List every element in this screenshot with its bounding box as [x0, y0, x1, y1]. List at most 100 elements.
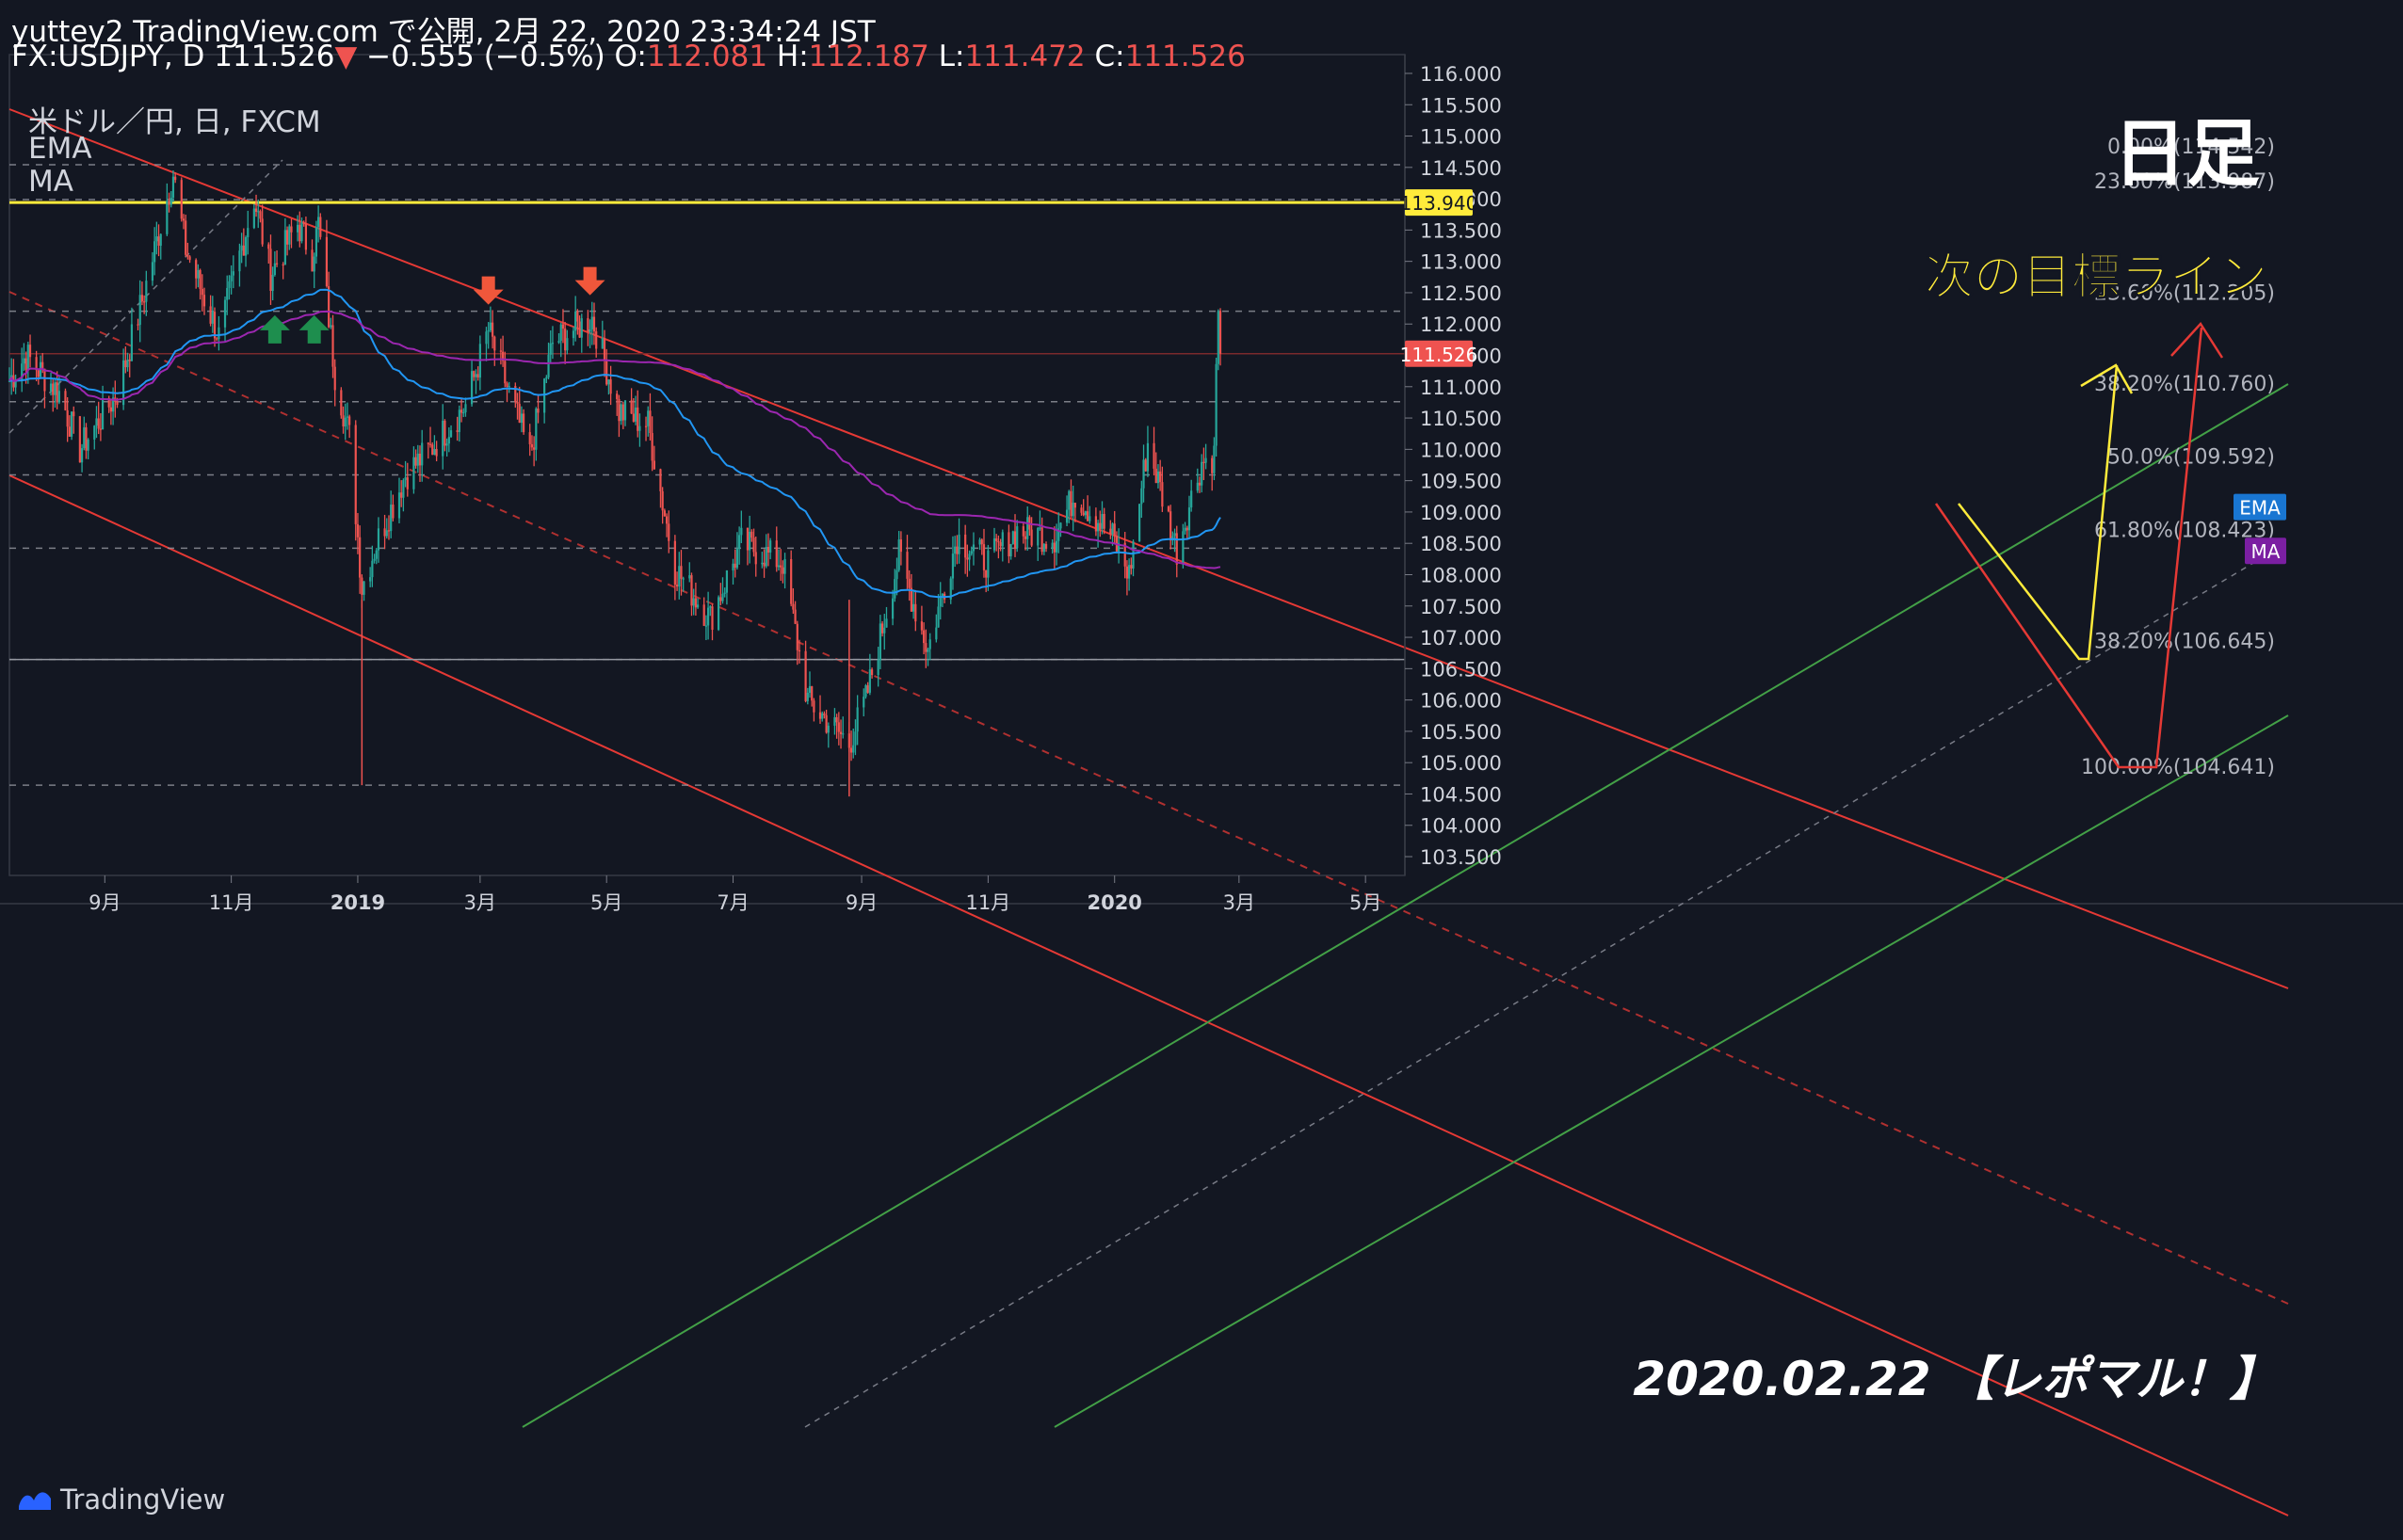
candle-body — [516, 401, 519, 404]
candle-body — [298, 224, 301, 242]
candle-body — [1173, 533, 1176, 537]
price-tick-label: 106.500 — [1420, 658, 1502, 681]
candle-body — [78, 416, 81, 463]
candle-body — [1125, 566, 1129, 579]
price-badge-last — [1405, 340, 1473, 367]
candle-body — [171, 176, 175, 199]
candle-body — [493, 336, 496, 351]
candle-body — [854, 731, 857, 746]
candle-body — [304, 223, 307, 250]
candle-body — [1169, 511, 1172, 541]
candle-body — [404, 477, 407, 481]
candle-body — [987, 550, 990, 578]
candle-body — [856, 707, 859, 732]
candle-body — [333, 366, 336, 391]
candle-body — [1123, 542, 1126, 567]
candle-body — [877, 660, 879, 676]
candle-body — [605, 361, 608, 385]
price-tick-label: 112.500 — [1420, 282, 1502, 305]
candle-body — [80, 448, 84, 463]
candle-body — [721, 593, 724, 602]
candle-body — [883, 627, 886, 634]
candle-body — [166, 201, 169, 234]
candle-body — [485, 331, 488, 345]
close-label: C: — [1094, 40, 1125, 73]
price-badge-label: 111.526 — [1400, 344, 1478, 366]
legend-ema[interactable]: EMA — [28, 132, 92, 166]
candle-body — [564, 329, 567, 351]
candle-body — [707, 607, 710, 626]
fib-level-label: 38.20%(106.645) — [2094, 631, 2275, 654]
candle-body — [130, 324, 134, 361]
candle-body — [1185, 527, 1188, 531]
candle-body — [41, 361, 44, 369]
fib-retracement: 0.00%(114.542) 23.60%(113.987) 23.60%(112.… — [9, 136, 2275, 786]
date-annotation: 2020.02.22 【レポマル！】 — [1633, 1352, 2277, 1406]
price-tick-label: 115.500 — [1420, 94, 1502, 117]
candle-body — [621, 404, 624, 421]
candle-body — [348, 416, 351, 425]
price-tick-label: 108.500 — [1420, 533, 1502, 555]
candle-body — [313, 256, 315, 272]
candle-body — [28, 345, 32, 358]
candle-body — [732, 563, 734, 570]
candle-body — [1101, 514, 1104, 529]
candle-body — [1198, 482, 1202, 486]
candle-body — [195, 260, 198, 279]
candle-body — [939, 596, 942, 607]
fib-level-label: 100.00%(104.641) — [2081, 756, 2275, 779]
candle-body — [369, 577, 372, 582]
candle-body — [464, 404, 467, 413]
candle-body — [964, 534, 967, 558]
legend-ma[interactable]: MA — [28, 165, 73, 199]
candle-body — [182, 218, 185, 221]
symbol-price: FX:USDJPY, D 111.526 — [11, 40, 335, 73]
candle-body — [1009, 543, 1012, 557]
candle-body — [649, 410, 652, 434]
legend-instrument[interactable]: 米ドル／円, 日, FXCM — [28, 105, 321, 139]
fib-level-label: 38.20%(110.760) — [2094, 373, 2275, 396]
candle-body — [992, 537, 996, 551]
candle-body — [559, 324, 562, 342]
candle-body — [116, 401, 119, 406]
candle-body — [782, 567, 784, 574]
candle-body — [1175, 533, 1178, 565]
candle-body — [678, 566, 681, 587]
candle-body — [811, 686, 814, 701]
price-tick-label: 113.000 — [1420, 251, 1502, 274]
candle-body — [226, 287, 229, 300]
green-channel-line — [1054, 714, 2289, 1428]
candle-body — [704, 625, 707, 627]
tradingview-logo[interactable]: TradingView — [17, 1484, 225, 1516]
candle-body — [331, 325, 334, 367]
candle-body — [980, 539, 983, 545]
candle-body — [535, 409, 538, 450]
candle-body — [572, 330, 575, 339]
low-label: L: — [938, 40, 965, 73]
candle-body — [1059, 522, 1062, 529]
header-publish-line: yuttey2 TradingView.com で公開, 2月 22, 2020… — [11, 15, 876, 49]
time-tick-label: 11月 — [209, 891, 254, 914]
candle-body — [433, 449, 436, 456]
candle-body — [725, 569, 729, 593]
candle-body — [371, 560, 374, 578]
candle-body — [1187, 507, 1191, 531]
projection-paths — [1934, 321, 2224, 769]
price-tick-label: 107.500 — [1420, 596, 1502, 618]
candle-body — [1159, 471, 1162, 483]
candle-body — [290, 226, 293, 233]
candle-body — [966, 557, 969, 560]
candle-body — [14, 379, 17, 388]
candle-body — [839, 731, 843, 734]
candle-body — [302, 222, 305, 224]
candle-body — [937, 606, 940, 628]
candle-body — [508, 386, 510, 388]
candle-body — [609, 379, 612, 394]
candle-body — [545, 377, 548, 379]
candle-body — [574, 311, 577, 331]
candle-body — [1182, 531, 1185, 565]
candle-body — [910, 587, 913, 612]
candle-body — [24, 358, 27, 370]
down-arrow-icon: ▼ — [334, 40, 358, 73]
